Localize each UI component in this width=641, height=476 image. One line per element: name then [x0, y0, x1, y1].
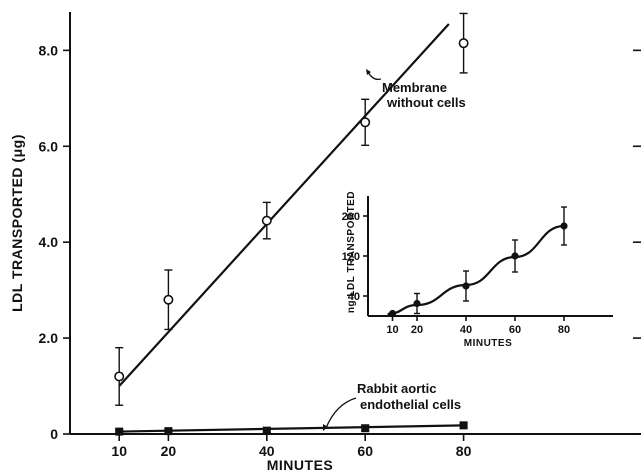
x-tick-label: 80 — [456, 443, 472, 459]
main-plot: 10 20 40 60 80 0 2.0 4.0 6.0 8.0 MINUTES LDL TRANSP… — [9, 12, 641, 473]
annotation-leader — [367, 71, 382, 80]
data-point — [115, 427, 124, 436]
inset-fit-curve — [387, 224, 565, 316]
inset-data-point — [560, 222, 568, 230]
inset-data-point — [462, 282, 470, 290]
x-tick-label: 10 — [111, 443, 127, 459]
annotation-arrowhead — [323, 424, 328, 431]
inset-y-axis-title: ng LDL TRANSPORTED — [346, 191, 357, 313]
inset-y-tick-label: 200 — [342, 211, 360, 223]
series-fit-line — [119, 424, 464, 433]
data-point — [114, 371, 125, 382]
y-tick-label: 2.0 — [39, 330, 59, 346]
y-tick-label: 6.0 — [39, 138, 59, 154]
inset-data-point — [413, 299, 421, 308]
y-tick-label: 8.0 — [39, 42, 59, 58]
y-tick-label: 0 — [50, 426, 58, 442]
y-tick-label: 4.0 — [39, 234, 59, 250]
data-point — [261, 215, 272, 226]
data-point — [360, 117, 371, 128]
y-axis-title: LDL TRANSPORTED (μg) — [9, 134, 25, 312]
x-tick-label: 20 — [161, 443, 177, 459]
data-point — [459, 421, 468, 430]
annotation-arrowhead — [366, 69, 371, 75]
x-tick-label: 60 — [357, 443, 373, 459]
inset-x-tick-label: 60 — [509, 324, 521, 336]
x-axis-title: MINUTES — [267, 457, 334, 473]
data-point — [262, 426, 271, 435]
inset-data-point — [511, 252, 519, 260]
inset-x-tick-label: 10 — [386, 324, 398, 336]
series-label-endothelial: Rabbit aortic endothelial cells — [357, 381, 461, 412]
inset-y-tick-label: 120 — [342, 251, 360, 263]
series-fit-line — [118, 23, 450, 387]
x-tick-label: 40 — [259, 443, 275, 459]
inset-x-axis-title: MINUTES — [464, 338, 513, 349]
data-point — [361, 424, 370, 433]
series-label-membrane: Membrane without cells — [382, 80, 466, 110]
annotation-leader — [325, 397, 357, 429]
inset-plot: 10 20 40 60 80 40 120 200 MINUTES ng LDL TRANSPOR… — [342, 191, 613, 349]
inset-x-tick-label: 40 — [460, 324, 472, 336]
inset-data-point — [388, 309, 397, 318]
inset-x-tick-label: 80 — [558, 324, 570, 336]
data-point — [163, 294, 174, 305]
inset-y-tick-label: 40 — [348, 291, 360, 303]
inset-x-tick-label: 20 — [411, 324, 423, 336]
data-point — [164, 427, 173, 436]
data-point — [458, 38, 469, 49]
